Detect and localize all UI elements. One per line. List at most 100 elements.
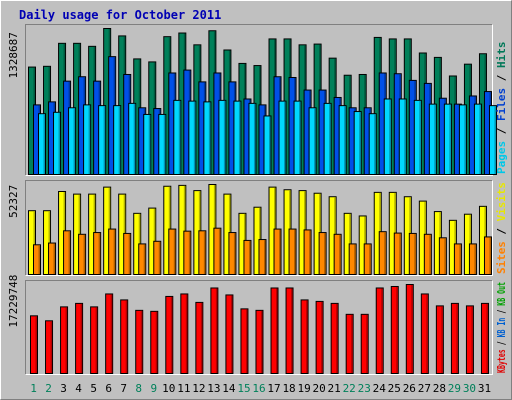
bar-shade: [193, 101, 196, 174]
bar-shade: [309, 230, 311, 274]
bar-shade: [389, 99, 391, 174]
x-label-day-7: 7: [120, 382, 127, 395]
bar-pages-day-2: [53, 111, 62, 176]
bar-sites-day-19: [303, 229, 312, 275]
x-label-day-28: 28: [433, 382, 446, 395]
bar-shade: [444, 238, 446, 274]
bar-sites-day-30: [468, 243, 477, 276]
x-label-day-26: 26: [403, 382, 416, 395]
bar-shade: [429, 234, 431, 274]
bar-shade: [359, 112, 361, 174]
bar-shade: [35, 316, 37, 373]
legend-separator: /: [495, 221, 508, 241]
bar-shade: [291, 288, 293, 373]
bar-shade: [98, 233, 101, 274]
x-label-day-1: 1: [30, 382, 37, 395]
bar-shade: [113, 229, 116, 274]
bar-shade: [88, 105, 91, 174]
bar-shade: [366, 314, 368, 373]
x-label-day-9: 9: [150, 382, 157, 395]
bar-pages-day-8: [143, 113, 152, 175]
legend-separator: /: [495, 337, 508, 349]
x-label-day-25: 25: [388, 382, 401, 395]
bar-shade: [155, 311, 158, 373]
bar-sites-day-18: [288, 228, 297, 276]
bar-shade: [486, 303, 488, 373]
x-label-day-10: 10: [162, 382, 175, 395]
x-label-day-24: 24: [373, 382, 387, 395]
bar-shade: [284, 101, 286, 174]
bar-sites-day-21: [333, 233, 342, 276]
bar-shade: [434, 104, 436, 174]
bar-shade: [50, 321, 53, 373]
bar-kbytes-day-3: [60, 306, 69, 374]
bar-sites-day-5: [93, 232, 102, 276]
bar-shade: [188, 231, 191, 274]
bar-shade: [83, 234, 86, 274]
x-label-day-14: 14: [222, 382, 236, 395]
bar-pages-day-6: [113, 105, 122, 175]
bar-shade: [73, 108, 76, 174]
bar-shade: [479, 104, 481, 174]
bar-shade: [125, 300, 128, 373]
bar-shade: [58, 112, 61, 174]
bar-kbytes-day-14: [225, 294, 234, 375]
bar-shade: [233, 233, 236, 274]
bar-pages-day-30: [473, 103, 482, 175]
legend-separator: /: [495, 121, 508, 141]
bar-sites-day-15: [243, 239, 252, 276]
bar-kbytes-day-7: [120, 299, 129, 375]
bar-kbytes-day-26: [405, 284, 414, 374]
bar-sites-day-13: [213, 227, 222, 275]
bar-shade: [369, 244, 371, 274]
legend-separator: /: [495, 68, 508, 88]
legend-item-files: Files: [495, 88, 508, 121]
bar-shade: [336, 303, 338, 373]
x-axis-labels: 1 2 3 4 5 6 7 8 9 10 11 12 13 14 15 16 17 18 19 20 21 22 23 24 2…: [30, 382, 491, 395]
bar-shade: [321, 301, 323, 373]
x-label-day-20: 20: [313, 382, 326, 395]
bar-shade: [276, 288, 278, 373]
x-label-day-22: 22: [343, 382, 356, 395]
bar-kbytes-day-22: [345, 313, 354, 374]
bar-shade: [260, 310, 263, 373]
bar-pages-day-22: [353, 111, 362, 175]
bar-shade: [294, 229, 296, 274]
x-label-day-30: 30: [463, 382, 476, 395]
bar-shade: [223, 100, 226, 174]
bar-sites-day-26: [408, 232, 417, 275]
series-pages: [38, 98, 497, 176]
bar-kbytes-day-20: [315, 300, 324, 374]
bar-pages-day-3: [68, 107, 77, 175]
bar-sites-day-16: [258, 239, 267, 275]
bar-kbytes-day-10: [165, 295, 174, 374]
bar-shade: [354, 244, 356, 274]
bar-kbytes-day-15: [240, 308, 249, 374]
legend-item-kb-in: KB In: [495, 318, 508, 338]
bar-kbytes-day-13: [210, 287, 219, 374]
bar-kbytes-day-21: [330, 302, 339, 375]
series-kbytes: [30, 284, 489, 375]
panel-edge-light: [25, 280, 493, 375]
bar-sites-day-10: [168, 228, 177, 276]
bar-pages-day-15: [248, 102, 257, 175]
bar-pages-day-17: [278, 100, 287, 175]
bar-kbytes-day-16: [255, 309, 264, 374]
bar-pages-day-28: [443, 103, 452, 175]
bar-kbytes-day-27: [420, 293, 429, 374]
max-label-pages-files-hits: 1328687: [7, 32, 20, 78]
bar-pages-day-10: [173, 99, 182, 175]
x-label-day-27: 27: [418, 382, 431, 395]
bar-shade: [324, 233, 326, 274]
legend-kbytes: KBytes / KB In / KB Out: [495, 282, 508, 373]
panel-edge-light: [25, 180, 493, 276]
bar-shade: [230, 295, 233, 373]
legend-item-kb-out: KB Out: [495, 282, 508, 306]
bar-shade: [414, 233, 416, 274]
bar-sites-day-24: [378, 231, 387, 275]
bar-sites-day-22: [348, 243, 357, 276]
bar-shade: [245, 309, 248, 373]
bar-sites-day-20: [318, 232, 327, 276]
bar-kbytes-day-17: [270, 287, 279, 374]
